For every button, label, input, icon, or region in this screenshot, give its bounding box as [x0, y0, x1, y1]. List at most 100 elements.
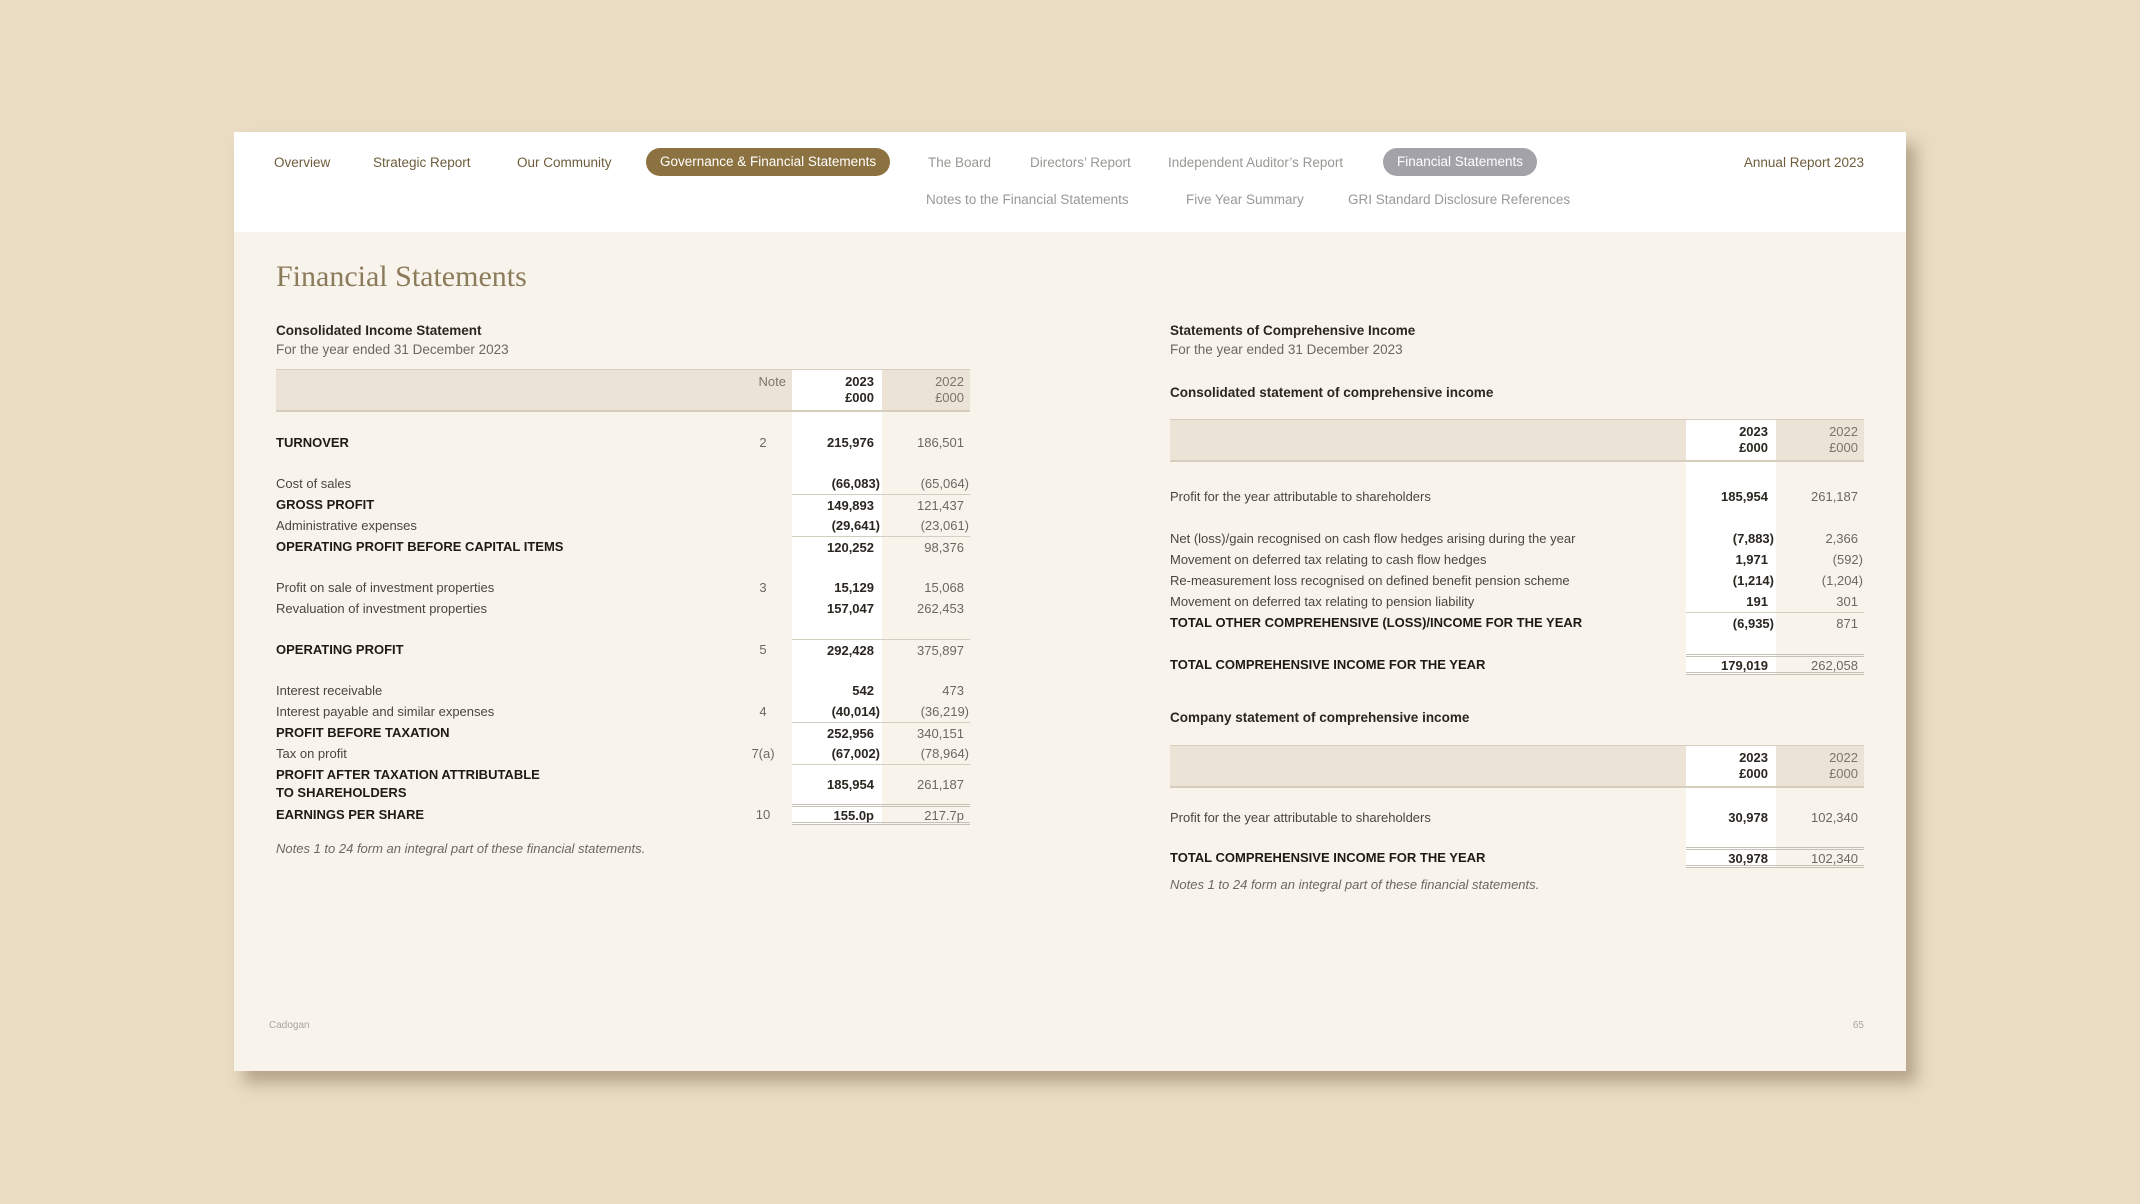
value-2022: 102,340: [1776, 847, 1864, 868]
column-header-2022: 2022 £000: [882, 370, 970, 410]
value-2023: 30,978: [1686, 847, 1776, 868]
row-label: Administrative expenses: [276, 518, 417, 533]
value-2023: 149,893: [792, 494, 882, 515]
row-label: TOTAL COMPREHENSIVE INCOME FOR THE YEAR: [1170, 657, 1486, 672]
unit-2023: £000: [1739, 766, 1768, 781]
row-label: OPERATING PROFIT: [276, 642, 404, 657]
value-2022: (1,204): [1821, 573, 1863, 588]
value-2023: 179,019: [1686, 654, 1776, 675]
year-2022: 2022: [1829, 750, 1858, 765]
row-note: 5: [759, 642, 767, 657]
unit-2023: £000: [1739, 440, 1768, 455]
nav-five-year-summary[interactable]: Five Year Summary: [1186, 192, 1304, 207]
row-note: 7(a): [751, 746, 775, 761]
table-header: 2023 £000 2022 £000: [1170, 745, 1864, 788]
value-2023: 215,976: [827, 435, 874, 450]
row-label: EARNINGS PER SHARE: [276, 807, 425, 822]
year-2023: 2023: [1739, 750, 1768, 765]
annual-report-title[interactable]: Annual Report 2023: [1743, 155, 1864, 170]
nav-notes-to-financial-statements[interactable]: Notes to the Financial Statements: [926, 192, 1129, 207]
table-row: Net (loss)/gain recognised on cash flow …: [1170, 528, 1864, 549]
value-2022: 340,151: [882, 722, 970, 743]
table-row: Movement on deferred tax relating to pen…: [1170, 591, 1864, 612]
income-statement-table: Note 2023 £000 2022 £000 TURNOVER 2 215,976 186,…: [276, 369, 970, 825]
value-2022: (36,219): [920, 704, 969, 719]
nav-overview[interactable]: Overview: [274, 155, 331, 170]
row-group: OPERATING PROFIT 5 292,428 375,897: [276, 639, 970, 660]
nav-directors-report[interactable]: Directors’ Report: [1030, 155, 1131, 170]
value-2022: 261,187: [882, 764, 970, 804]
column-header-2022: 2022 £000: [1776, 746, 1864, 786]
value-2023: (40,014): [831, 704, 880, 719]
row-label: Re-measurement loss recognised on define…: [1170, 573, 1570, 588]
value-2022: 2,366: [1825, 531, 1858, 546]
column-header-2022: 2022 £000: [1776, 420, 1864, 460]
value-2022: 217.7p: [882, 804, 970, 825]
table-row: Re-measurement loss recognised on define…: [1170, 570, 1864, 591]
year-2022: 2022: [1829, 424, 1858, 439]
row-group: TOTAL COMPREHENSIVE INCOME FOR THE YEAR 3…: [1170, 847, 1864, 868]
nav-independent-auditors-report[interactable]: Independent Auditor’s Report: [1168, 155, 1344, 170]
table-row: TOTAL COMPREHENSIVE INCOME FOR THE YEAR 3…: [1170, 847, 1864, 868]
row-label: TOTAL COMPREHENSIVE INCOME FOR THE YEAR: [1170, 850, 1486, 865]
table-header: Note 2023 £000 2022 £000: [276, 369, 970, 412]
value-2022: 871: [1776, 612, 1864, 633]
table-row: GROSS PROFIT 149,893 121,437: [276, 494, 970, 515]
value-2023: 292,428: [792, 639, 882, 660]
table-header: 2023 £000 2022 £000: [1170, 419, 1864, 462]
unit-2022: £000: [1829, 440, 1858, 455]
value-2023: 542: [852, 683, 874, 698]
value-2023: 30,978: [1728, 810, 1768, 825]
value-2022: 473: [942, 683, 964, 698]
table-row: Interest payable and similar expenses 4 (4…: [276, 701, 970, 722]
value-2022: 15,068: [924, 580, 964, 595]
current-year-column-highlight: [792, 369, 882, 825]
row-note: 2: [759, 435, 767, 450]
table-row: TOTAL COMPREHENSIVE INCOME FOR THE YEAR 1…: [1170, 654, 1864, 675]
value-2023: 252,956: [792, 722, 882, 743]
report-page: Overview Strategic Report Our Community …: [234, 132, 1906, 1071]
value-2023: (66,083): [831, 476, 880, 491]
value-2023: (1,214): [1732, 573, 1774, 588]
table-row: TOTAL OTHER COMPREHENSIVE (LOSS)/INCOME …: [1170, 612, 1864, 633]
row-label: TOTAL OTHER COMPREHENSIVE (LOSS)/INCOME …: [1170, 615, 1583, 630]
table-row: OPERATING PROFIT BEFORE CAPITAL ITEMS 120…: [276, 536, 970, 557]
value-2023: 185,954: [1721, 489, 1768, 504]
row-label: PROFIT BEFORE TAXATION: [276, 725, 450, 740]
row-label: Profit on sale of investment properties: [276, 580, 495, 595]
row-label: Movement on deferred tax relating to pen…: [1170, 594, 1475, 609]
nav-gri-references[interactable]: GRI Standard Disclosure References: [1348, 192, 1571, 207]
column-header-2023: 2023 £000: [792, 370, 882, 410]
column-header-2023: 2023 £000: [1686, 746, 1776, 786]
nav-governance-financial-statements[interactable]: Governance & Financial Statements: [646, 148, 891, 176]
unit-2022: £000: [1829, 766, 1858, 781]
value-2022: (23,061): [920, 518, 969, 533]
year-2023: 2023: [845, 374, 874, 389]
consolidated-comprehensive-title: Consolidated statement of comprehensive …: [1170, 385, 1494, 400]
note-column-header: Note: [758, 374, 786, 389]
value-2022: 301: [1836, 594, 1858, 609]
income-statement-title: Consolidated Income Statement: [276, 323, 482, 338]
nav-the-board[interactable]: The Board: [928, 155, 992, 170]
unit-2022: £000: [935, 390, 964, 405]
row-label: Cost of sales: [276, 476, 352, 491]
row-group: Cost of sales (66,083) (65,064) GROSS PROFI…: [276, 473, 970, 557]
row-label: Movement on deferred tax relating to cas…: [1170, 552, 1487, 567]
row-label: Net (loss)/gain recognised on cash flow …: [1170, 531, 1576, 546]
top-navigation: Overview Strategic Report Our Community …: [234, 132, 1906, 232]
nav-strategic-report[interactable]: Strategic Report: [373, 155, 471, 170]
nav-financial-statements[interactable]: Financial Statements: [1383, 148, 1538, 176]
value-2022: 375,897: [882, 639, 970, 660]
comprehensive-subtitle: For the year ended 31 December 2023: [1170, 342, 1403, 357]
row-label: Tax on profit: [276, 746, 347, 761]
table-row: OPERATING PROFIT 5 292,428 375,897: [276, 639, 970, 660]
table-row: PROFIT AFTER TAXATION ATTRIBUTABLE TO SH…: [276, 764, 970, 804]
table-row: Profit for the year attributable to shar…: [1170, 486, 1864, 507]
row-label: Profit for the year attributable to shar…: [1170, 810, 1431, 825]
unit-2023: £000: [845, 390, 874, 405]
value-2022: 261,187: [1811, 489, 1858, 504]
nav-our-community[interactable]: Our Community: [517, 155, 612, 170]
value-2022: (78,964): [920, 746, 969, 761]
table-row: Cost of sales (66,083) (65,064): [276, 473, 970, 494]
value-2022: (65,064): [920, 476, 969, 491]
